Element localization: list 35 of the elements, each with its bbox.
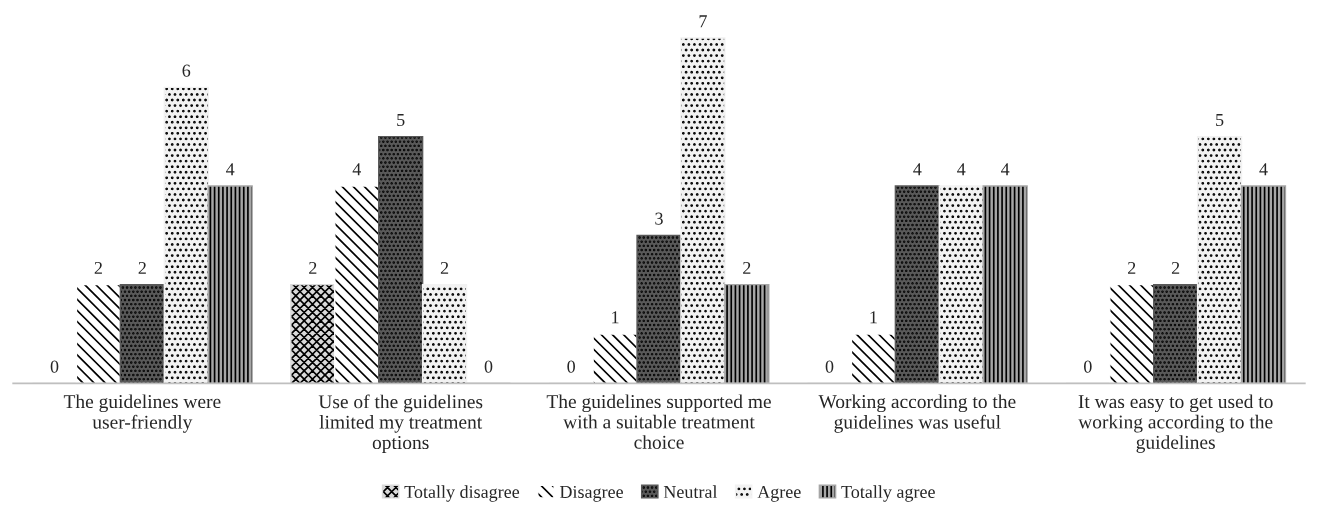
data-label: 2	[743, 261, 751, 274]
x-tick-label: It was easy to get used to working according to the guidelines	[1078, 394, 1273, 453]
data-label: 4	[226, 163, 235, 176]
data-label: 2	[440, 261, 449, 274]
data-label: 0	[50, 360, 59, 373]
data-label: 6	[182, 64, 191, 77]
data-label: 5	[1216, 114, 1224, 127]
data-label: 2	[94, 261, 102, 274]
data-label: 5	[397, 114, 405, 127]
x-tick-label: Working according to the guidelines was useful	[818, 394, 1016, 433]
data-label: 1	[870, 311, 877, 324]
data-label: 2	[1128, 261, 1136, 274]
data-label: 2	[138, 261, 146, 274]
legend-label: Totally agree	[841, 485, 935, 502]
data-label: 0	[567, 360, 575, 373]
x-tick-label: The guidelines were user-friendly	[63, 394, 221, 433]
legend-label: Agree	[757, 485, 801, 502]
data-label: 3	[655, 212, 663, 225]
data-label: 4	[352, 163, 361, 176]
legend-label: Disagree	[559, 485, 623, 502]
data-label: 0	[825, 360, 834, 373]
data-label: 2	[309, 261, 317, 274]
data-label: 4	[957, 163, 966, 176]
data-label: 2	[1171, 261, 1180, 274]
x-tick-label: The guidelines supported me with a suitable treatment choice	[546, 394, 771, 449]
data-label: 4	[1259, 163, 1268, 176]
data-label: 0	[1084, 360, 1092, 373]
data-label: 4	[1001, 163, 1010, 176]
data-label: 4	[913, 163, 922, 176]
data-label: 1	[612, 311, 619, 324]
data-label: 0	[484, 360, 493, 373]
legend-label: Neutral	[663, 485, 718, 499]
x-tick-label: Use of the guidelines limited my treatment options	[318, 394, 483, 454]
data-label: 7	[699, 15, 707, 28]
legend-label: Totally disagree	[404, 485, 520, 502]
